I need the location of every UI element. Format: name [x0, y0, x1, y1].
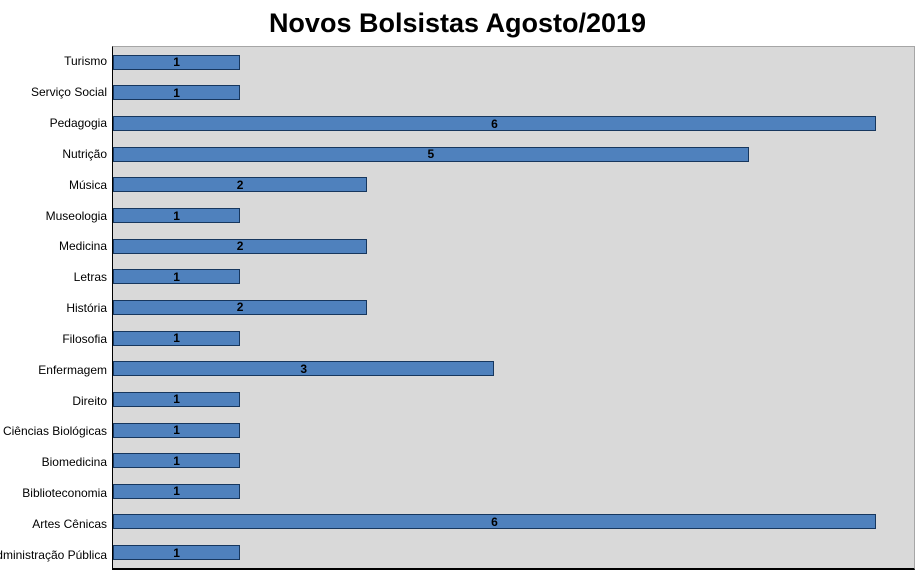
category-label: Biblioteconomia — [22, 486, 107, 500]
bar-value-label: 1 — [173, 55, 180, 70]
bar: 6 — [113, 514, 876, 530]
bar-row: 1 — [113, 47, 914, 78]
bar-row: 6 — [113, 507, 914, 538]
category-label: Pedagogia — [49, 116, 107, 131]
category-label: História — [66, 301, 107, 316]
category-label: Museologia — [45, 208, 107, 223]
bar-value-label: 1 — [173, 484, 180, 499]
bar: 1 — [113, 54, 241, 70]
bar-row: 1 — [113, 200, 914, 231]
category-axis: Turismo Serviço Social Pedagogia Nutrição Mú… — [0, 46, 112, 570]
bar: 1 — [113, 330, 241, 346]
bar-value-label: 1 — [173, 208, 180, 223]
chart-body: Turismo Serviço Social Pedagogia Nutrição Mú… — [0, 46, 915, 570]
category-label: Serviço Social — [30, 85, 107, 100]
bar-value-label: 1 — [173, 392, 180, 407]
bar-row: 1 — [113, 261, 914, 292]
category-label: Ciências Biológicas — [2, 424, 107, 439]
bar-row: 1 — [113, 476, 914, 507]
bar-value-label: 2 — [236, 300, 244, 315]
bar-value-label: 6 — [491, 514, 498, 529]
bar-value-label: 1 — [173, 85, 180, 100]
bar-value-label: 1 — [173, 453, 180, 468]
bar-row: 1 — [113, 323, 914, 354]
bar-value-label: 3 — [300, 361, 308, 376]
category-label: Biomedicina — [41, 455, 107, 470]
bar: 1 — [113, 269, 241, 285]
category-label: Filosofia — [62, 331, 107, 346]
bar: 2 — [113, 238, 368, 254]
bar-value-label: 2 — [236, 177, 244, 192]
bar-row: 1 — [113, 445, 914, 476]
bar: 5 — [113, 146, 749, 162]
bar-row: 2 — [113, 292, 914, 323]
category-label: Administração Pública — [0, 547, 107, 562]
bar: 1 — [113, 483, 241, 499]
bar-value-label: 1 — [173, 545, 180, 560]
category-label: Medicina — [58, 239, 107, 254]
bar-value-label: 1 — [173, 269, 180, 284]
category-label: Letras — [73, 270, 107, 285]
bar-row: 2 — [113, 170, 914, 201]
bar: 2 — [113, 299, 368, 315]
bar-row: 2 — [113, 231, 914, 262]
bar: 3 — [113, 361, 495, 377]
category-label: Turismo — [64, 54, 107, 69]
bar: 1 — [113, 208, 241, 224]
bar: 1 — [113, 85, 241, 101]
category-label: Artes Cênicas — [32, 516, 107, 531]
bar-row: 5 — [113, 139, 914, 170]
bar-row: 1 — [113, 78, 914, 109]
bar-row: 6 — [113, 108, 914, 139]
bar: 2 — [113, 177, 368, 193]
category-label: Direito — [72, 393, 107, 408]
category-label: Nutrição — [62, 146, 107, 161]
bar-row: 3 — [113, 353, 914, 384]
bar-value-label: 1 — [173, 331, 180, 346]
bar: 1 — [113, 422, 241, 438]
bar-value-label: 1 — [173, 423, 180, 437]
bar-row: 1 — [113, 384, 914, 415]
bar: 1 — [113, 453, 241, 469]
bar: 6 — [113, 116, 876, 132]
bar: 1 — [113, 391, 241, 407]
bar-value-label: 5 — [427, 147, 435, 162]
bar-value-label: 6 — [491, 116, 498, 131]
bar: 1 — [113, 545, 241, 561]
bar-value-label: 2 — [236, 239, 244, 254]
chart-title: Novos Bolsistas Agosto/2019 — [268, 8, 647, 38]
bar-row: 1 — [113, 415, 914, 446]
category-label: Enfermagem — [38, 362, 107, 377]
category-label: Música — [68, 177, 107, 192]
bar-row: 1 — [113, 537, 914, 568]
